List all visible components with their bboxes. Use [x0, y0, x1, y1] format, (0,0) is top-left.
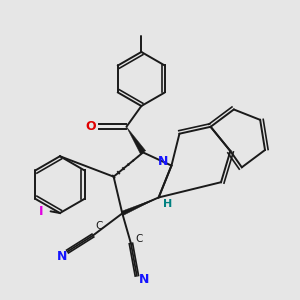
Polygon shape [122, 197, 159, 215]
Text: N: N [158, 155, 168, 168]
Polygon shape [126, 127, 146, 154]
Text: H: H [164, 200, 172, 209]
Text: C: C [95, 221, 102, 231]
Text: I: I [39, 205, 43, 218]
Text: N: N [56, 250, 67, 263]
Text: C: C [135, 234, 142, 244]
Text: O: O [85, 120, 96, 133]
Text: N: N [139, 273, 149, 286]
